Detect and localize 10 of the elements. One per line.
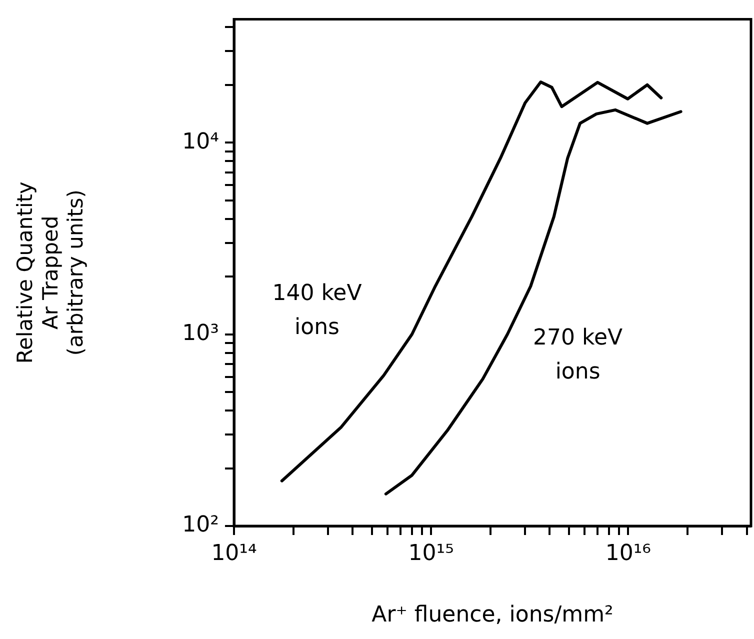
x-tick-label: 10¹⁵ bbox=[408, 540, 454, 566]
y-axis-title: Relative Quantity Ar Trapped (arbitrary units) bbox=[13, 182, 88, 364]
x-tick-label: 10¹⁶ bbox=[605, 540, 652, 566]
x-tick-label: 10¹⁴ bbox=[211, 540, 257, 566]
y-tick-label: 10⁴ bbox=[182, 129, 220, 154]
y-tick-label: 10² bbox=[182, 512, 219, 538]
series-label: 270 keV ions bbox=[533, 326, 623, 385]
y-tick-label: 10³ bbox=[182, 321, 219, 346]
x-axis-title: Ar⁺ fluence, ions/mm² bbox=[372, 602, 614, 628]
series-label: 140 keV ions bbox=[272, 281, 362, 340]
